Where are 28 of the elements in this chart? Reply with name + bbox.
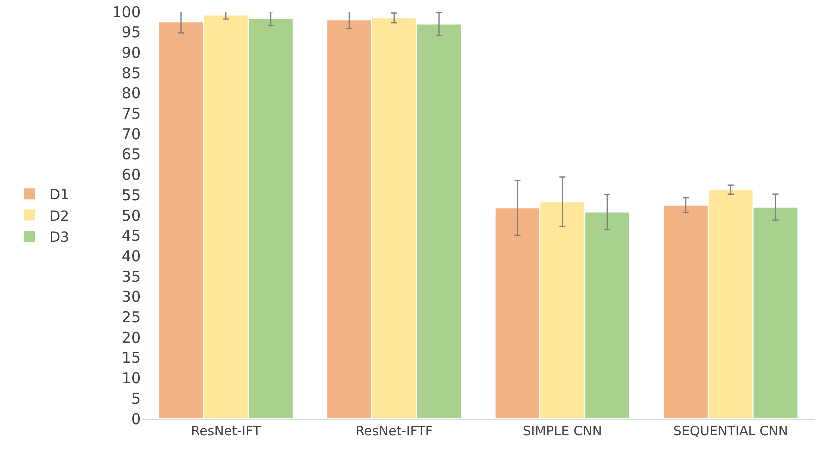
y-tick-label: 55 <box>122 186 141 204</box>
legend-label: D2 <box>50 208 70 225</box>
y-tick-label: 40 <box>122 247 141 266</box>
x-tick-label: ResNet-IFTF <box>356 424 433 440</box>
y-tick-label: 70 <box>122 125 141 144</box>
y-tick-label: 90 <box>122 44 141 62</box>
y-tick-label: 100 <box>112 3 141 22</box>
x-tick-label: ResNet-IFT <box>191 424 262 440</box>
y-tick-label: 10 <box>122 370 141 388</box>
y-tick-label: 45 <box>122 227 141 246</box>
y-tick-label: 0 <box>131 410 141 428</box>
y-tick-label: 65 <box>122 146 141 164</box>
legend-label: D1 <box>50 188 70 204</box>
x-tick-label: SEQUENTIAL CNN <box>674 424 788 440</box>
y-tick-label: 30 <box>122 288 141 306</box>
legend-label: D3 <box>50 230 70 246</box>
y-tick-label: 75 <box>122 105 141 123</box>
y-tick-label: 60 <box>122 166 141 184</box>
y-tick-label: 20 <box>122 328 141 347</box>
y-tick-label: 85 <box>122 64 141 82</box>
y-tick-label: 5 <box>131 390 141 408</box>
y-tick-label: 80 <box>122 84 141 103</box>
y-tick-label: 95 <box>122 24 141 42</box>
y-tick-label: 15 <box>122 349 141 368</box>
y-tick-label: 50 <box>122 206 141 225</box>
y-tick-label: 25 <box>122 308 141 326</box>
x-tick-label: SIMPLE CNN <box>522 424 602 440</box>
y-tick-label: 35 <box>122 268 141 286</box>
